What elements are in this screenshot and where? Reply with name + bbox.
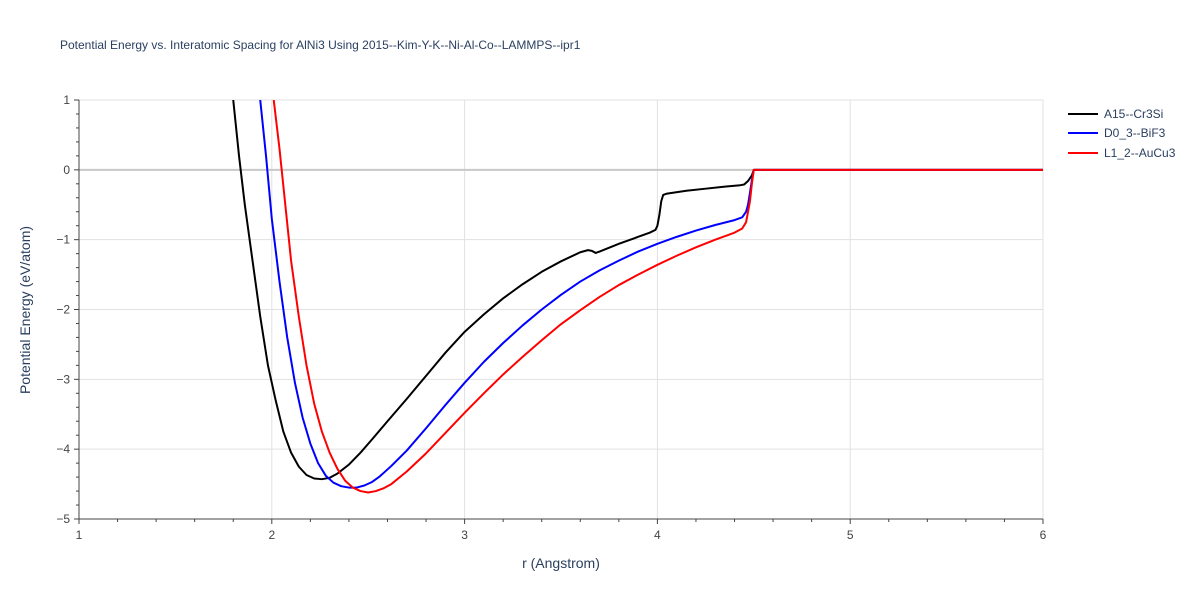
series-layer — [232, 100, 1043, 494]
y-tick-label: 0 — [63, 163, 70, 177]
y-tick-label: −5 — [56, 512, 70, 526]
x-tick-label: 3 — [461, 528, 468, 542]
x-tick-label: 1 — [76, 528, 83, 542]
series-line-1[interactable] — [259, 100, 1043, 489]
legend-item[interactable]: A15--Cr3Si — [1068, 104, 1175, 124]
legend-item[interactable]: D0_3--BiF3 — [1068, 124, 1175, 144]
x-tick-label: 5 — [847, 528, 854, 542]
legend-label: L1_2--AuCu3 — [1104, 145, 1176, 160]
series-line-0[interactable] — [232, 100, 1043, 481]
y-tick-label: −4 — [56, 442, 70, 456]
legend-label: D0_3--BiF3 — [1104, 126, 1166, 141]
y-axis-label: Potential Energy (eV/atom) — [17, 226, 33, 394]
x-tick-label: 4 — [654, 528, 661, 542]
series-line-2[interactable] — [272, 100, 1043, 494]
x-tick-label: 6 — [1040, 528, 1047, 542]
legend-swatch — [1068, 132, 1098, 135]
legend-item[interactable]: L1_2--AuCu3 — [1068, 143, 1175, 163]
x-axis-label: r (Angstrom) — [522, 555, 600, 571]
axes: 1 2 3 4 5 6 1 0 −1 −2 −3 −4 −5 — [56, 93, 1046, 542]
legend-label: A15--Cr3Si — [1104, 106, 1164, 121]
legend-swatch — [1068, 112, 1098, 115]
legend: A15--Cr3Si D0_3--BiF3 L1_2--AuCu3 — [1068, 104, 1175, 163]
x-tick-label: 2 — [268, 528, 275, 542]
y-tick-label: 1 — [63, 93, 70, 107]
chart-title: Potential Energy vs. Interatomic Spacing… — [60, 38, 581, 52]
y-tick-label: −3 — [56, 372, 70, 386]
legend-swatch — [1068, 151, 1098, 154]
y-tick-label: −2 — [56, 303, 70, 317]
grid-lines — [79, 99, 1044, 519]
y-tick-label: −1 — [56, 233, 70, 247]
